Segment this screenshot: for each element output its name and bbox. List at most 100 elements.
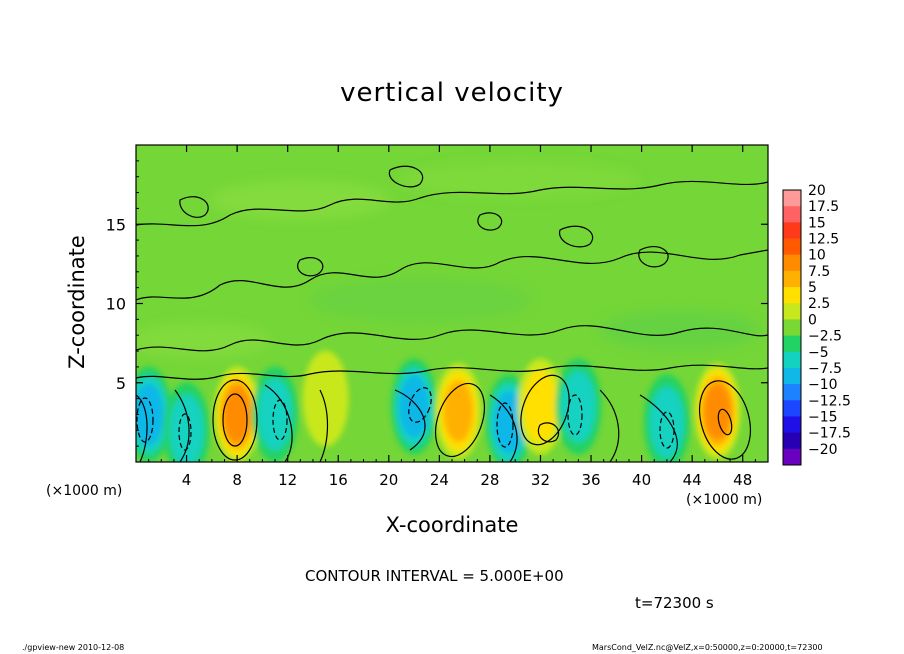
- colorbar-swatch: [783, 270, 801, 288]
- contour-line-negative: [496, 402, 514, 448]
- contour-line-negative: [136, 397, 154, 443]
- feature-blob: [399, 375, 430, 438]
- colorbar-swatch: [783, 254, 801, 272]
- x-tick-label: 28: [480, 471, 499, 489]
- feature-blob: [561, 370, 596, 443]
- colorbar-label: 15: [808, 215, 826, 231]
- contour-line: [136, 364, 768, 380]
- feature-blob: [703, 383, 732, 440]
- contour-line-negative: [567, 394, 583, 436]
- x-tick-label: 44: [683, 471, 702, 489]
- x-tick-label: 8: [232, 471, 242, 489]
- colorbar-swatch: [783, 222, 801, 240]
- x-tick-label: 12: [278, 471, 297, 489]
- texture-patch: [600, 310, 760, 350]
- contour-line: [489, 394, 518, 462]
- contour-line-negative: [408, 387, 432, 423]
- colorbar-label: 2.5: [808, 296, 830, 312]
- x-tick-label: 24: [430, 471, 449, 489]
- contour-line: [319, 389, 329, 462]
- x-tick-label: 32: [531, 471, 550, 489]
- colorbar-swatch: [783, 319, 801, 337]
- contour-line: [394, 389, 426, 451]
- contour-line: [520, 374, 570, 446]
- feature-blob: [223, 386, 251, 443]
- texture-patch: [136, 322, 270, 358]
- contour-line: [559, 225, 594, 248]
- contour-interval: CONTOUR INTERVAL = 5.000E+00: [305, 567, 564, 585]
- contour-line: [537, 422, 560, 443]
- colorbar-label: −20: [808, 442, 838, 458]
- x-tick-label: 4: [182, 471, 192, 489]
- colorbar-label: −15: [808, 409, 838, 425]
- footer-left: ./gpview-new 2010-12-08: [22, 643, 125, 652]
- contour-line: [638, 245, 669, 268]
- feature-blob: [302, 350, 349, 447]
- texture-patch: [400, 162, 640, 198]
- contour-dashed: [136, 387, 675, 451]
- contour-line: [388, 165, 424, 188]
- colorbar-swatch: [783, 416, 801, 434]
- colorbar-swatch: [783, 384, 801, 401]
- colorbar-label: −12.5: [808, 393, 851, 409]
- contour-line: [264, 384, 293, 462]
- time-label: t=72300 s: [635, 594, 714, 612]
- feature-blob: [169, 394, 204, 462]
- colorbar-label: −2.5: [808, 329, 842, 345]
- y-tick-label: 5: [116, 374, 126, 393]
- contour-line: [136, 325, 768, 352]
- colorbar-label: −7.5: [808, 361, 842, 377]
- colorbar-frame: [782, 189, 802, 466]
- feature-blob: [649, 386, 685, 459]
- y-tick-label: 10: [106, 295, 126, 314]
- field-texture: [136, 162, 760, 358]
- texture-patch: [210, 180, 390, 220]
- colorbar-label: 0: [808, 312, 817, 328]
- x-unit-label-left: (×1000 m): [46, 483, 123, 499]
- feature-blob: [493, 391, 524, 454]
- contour-lines: [136, 165, 768, 462]
- contour-line-negative: [272, 399, 288, 441]
- contour-line: [136, 249, 768, 301]
- contour-line: [434, 382, 486, 458]
- feature-blob: [523, 370, 558, 443]
- footer-right: MarsCond_VelZ.nc@VelZ,x=0:50000,z=0:2000…: [592, 643, 823, 652]
- colorbar-label: 10: [808, 248, 826, 264]
- colorbar-label: 5: [808, 280, 817, 296]
- colorbar-swatch: [783, 303, 801, 320]
- colorbar-label: −10: [808, 377, 838, 393]
- feature-blob: [257, 378, 293, 451]
- y-axis-label: Z-coordinate: [65, 235, 89, 369]
- x-tick-label: 40: [632, 471, 651, 489]
- colorbar-swatch: [783, 400, 801, 417]
- colorbar-swatch: [783, 206, 801, 223]
- feature-blob: [136, 383, 164, 446]
- colorbar: 2017.51512.5107.552.50−2.5−5−7.5−10−12.5…: [782, 183, 851, 466]
- contour-line: [639, 394, 678, 462]
- colorbar-swatch: [783, 351, 801, 369]
- colorbar-swatch: [783, 190, 801, 207]
- colorbar-swatch: [783, 287, 801, 304]
- x-tick-label: 48: [733, 471, 752, 489]
- contour-line-negative: [178, 413, 192, 451]
- colorbar-swatch: [783, 432, 801, 450]
- x-tick-label: 20: [379, 471, 398, 489]
- colorbar-label: −17.5: [808, 426, 851, 442]
- colorbar-label: −5: [808, 345, 829, 361]
- contour-line: [297, 257, 324, 277]
- x-tick-label: 36: [581, 471, 600, 489]
- colorbar-label: 12.5: [808, 232, 839, 248]
- heatmap-field: [136, 145, 768, 462]
- y-ticks: 5 10 15: [106, 160, 768, 447]
- contour-line: [212, 379, 258, 461]
- colorbar-swatch: [783, 335, 801, 353]
- feature-blobs: [136, 350, 741, 462]
- x-tick-label: 16: [329, 471, 348, 489]
- contour-line: [136, 394, 148, 462]
- colorbar-label: 17.5: [808, 199, 839, 215]
- chart-title: vertical velocity: [340, 78, 564, 108]
- contour-line: [599, 389, 620, 462]
- colorbar-label: 20: [808, 183, 826, 199]
- contour-line-negative: [659, 411, 675, 449]
